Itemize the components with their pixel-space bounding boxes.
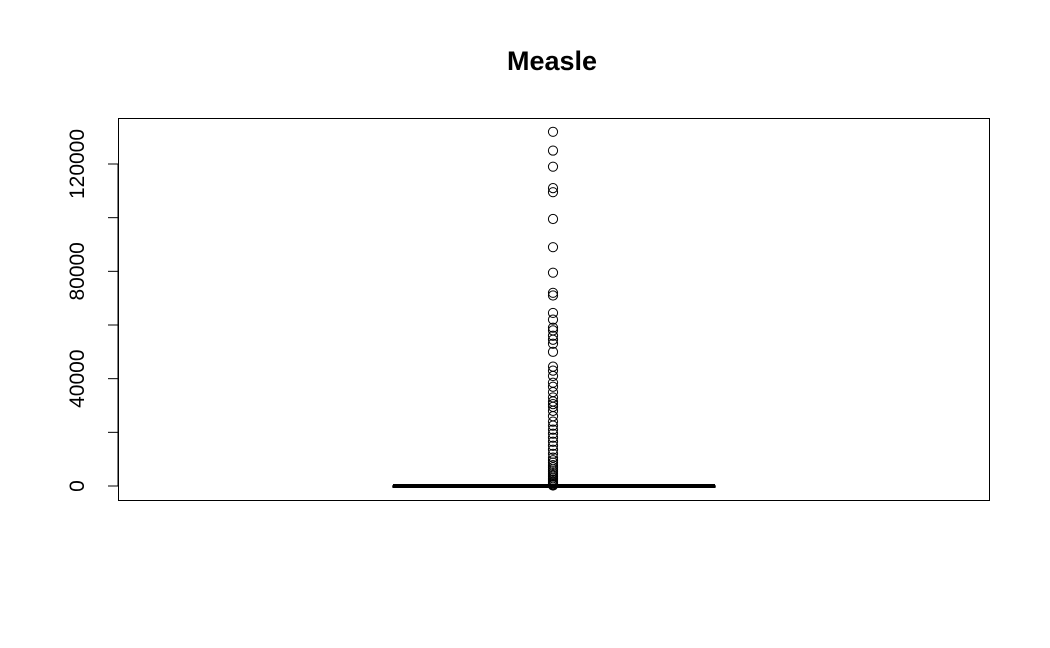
chart-title: Measle: [507, 46, 597, 76]
outlier-point: [547, 242, 559, 253]
outlier-point: [547, 330, 559, 341]
outlier-point: [547, 459, 559, 471]
outlier-point: [547, 287, 559, 298]
plot-frame: [118, 118, 990, 501]
outlier-point: [547, 399, 559, 410]
outlier-point: [547, 392, 559, 403]
outlier-point: [547, 440, 559, 451]
outlier-point: [547, 213, 559, 225]
outlier-point: [547, 322, 559, 333]
y-tick-label: 120000: [66, 129, 89, 199]
outlier-point: [547, 187, 559, 198]
outlier-layer: [547, 126, 559, 491]
outlier-point: [547, 455, 559, 466]
outlier-point: [547, 370, 559, 382]
outlier-point: [547, 314, 559, 325]
outlier-point: [547, 424, 559, 435]
outlier-point: [547, 444, 559, 455]
outlier-point: [547, 338, 559, 349]
y-tick-label: 40000: [66, 349, 89, 407]
outlier-point: [547, 411, 559, 422]
outlier-point: [547, 334, 559, 345]
outlier-point: [547, 416, 559, 427]
outlier-point: [547, 361, 559, 372]
outlier-point: [547, 377, 559, 388]
outlier-point: [547, 307, 559, 319]
outlier-point: [547, 325, 559, 336]
outlier-point: [547, 145, 559, 156]
y-axis: 0 40000 80000 120000: [66, 129, 119, 492]
outlier-point: [547, 386, 559, 398]
y-tick-label: 0: [66, 480, 89, 492]
outlier-point: [547, 267, 559, 278]
outlier-point: [547, 346, 559, 357]
outlier-point: [547, 183, 559, 194]
outlier-point: [547, 161, 559, 172]
outlier-point: [547, 436, 559, 447]
outlier-point: [547, 432, 559, 443]
outlier-point: [547, 365, 559, 376]
outlier-point: [547, 381, 559, 392]
y-tick-label: 80000: [66, 242, 89, 300]
outlier-point: [547, 452, 559, 463]
outlier-point: [547, 290, 559, 301]
outlier-point: [547, 448, 559, 459]
outlier-point: [547, 428, 559, 439]
outlier-point: [547, 126, 559, 137]
